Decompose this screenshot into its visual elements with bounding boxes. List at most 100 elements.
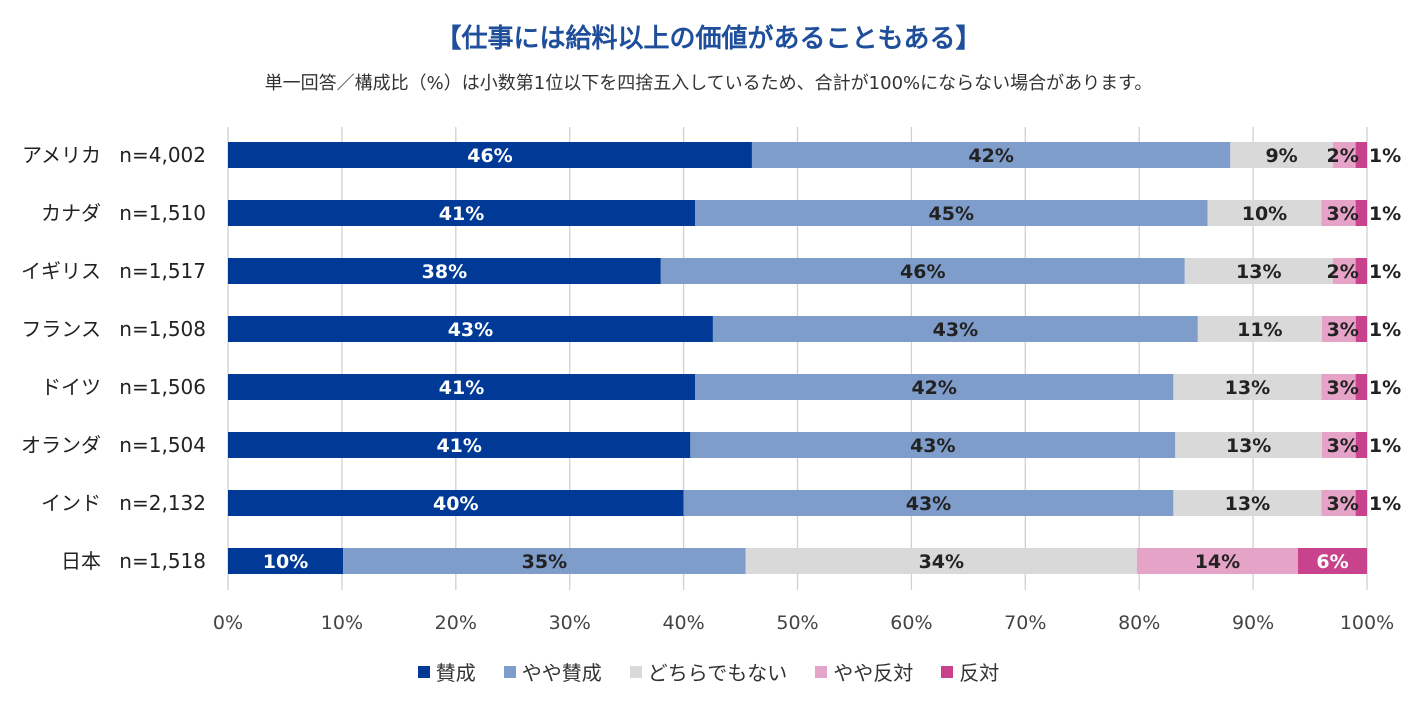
data-label: 11% xyxy=(1237,319,1282,341)
bar-segment xyxy=(690,432,1176,458)
data-label: 43% xyxy=(910,435,955,457)
x-tick-label: 60% xyxy=(890,612,932,634)
bar-segment xyxy=(1321,200,1356,226)
x-tick-label: 40% xyxy=(662,612,704,634)
data-label: 40% xyxy=(433,493,478,515)
sample-size-label: n=1,504 xyxy=(119,433,206,457)
data-label: 43% xyxy=(933,319,978,341)
data-label: 41% xyxy=(436,435,481,457)
bar-segment xyxy=(1230,142,1333,168)
bar-segment xyxy=(1173,490,1322,516)
legend-item: 反対 xyxy=(941,657,999,686)
data-label: 34% xyxy=(919,551,964,573)
bar-segment xyxy=(1175,432,1322,458)
bar-segment xyxy=(228,548,344,574)
bar-segment xyxy=(1355,316,1367,342)
bar-segment xyxy=(745,548,1137,574)
bar-segment xyxy=(343,548,746,574)
bar-segment xyxy=(1207,200,1322,226)
bar-segment xyxy=(694,200,1208,226)
bar-segment xyxy=(1332,258,1356,284)
x-tick-label: 100% xyxy=(1340,612,1394,634)
data-label: 13% xyxy=(1226,435,1271,457)
bar-segment xyxy=(1321,316,1356,342)
data-label: 9% xyxy=(1265,145,1297,167)
bar-segment xyxy=(712,316,1198,342)
data-label: 14% xyxy=(1195,551,1240,573)
legend-item: やや反対 xyxy=(815,657,913,686)
legend-item: どちらでもない xyxy=(629,657,787,686)
chart-title: 【仕事には給料以上の価値があることもある】 xyxy=(435,24,982,54)
sample-size-label: n=1,518 xyxy=(119,549,206,573)
data-label: 43% xyxy=(448,319,493,341)
legend-label: やや賛成 xyxy=(521,661,602,685)
legend-label: 反対 xyxy=(959,661,1000,685)
bar-segment xyxy=(228,142,752,168)
category-label: フランス xyxy=(21,317,101,341)
sample-size-label: n=1,508 xyxy=(119,317,206,341)
category-label: イギリス xyxy=(21,259,101,283)
x-tick-label: 30% xyxy=(549,612,591,634)
data-label: 42% xyxy=(968,145,1013,167)
data-label: 3% xyxy=(1326,377,1358,399)
bar-segment xyxy=(1321,374,1356,400)
bar-segment xyxy=(1355,142,1367,168)
data-label: 46% xyxy=(900,261,945,283)
data-label: 1% xyxy=(1369,435,1401,457)
x-tick-label: 10% xyxy=(321,612,363,634)
legend-item: やや賛成 xyxy=(503,657,602,686)
category-label: ドイツ xyxy=(41,375,101,399)
legend-label: やや反対 xyxy=(833,661,914,685)
bar-segment xyxy=(228,258,661,284)
bar-segment xyxy=(228,200,695,226)
data-label: 1% xyxy=(1369,319,1401,341)
category-label: インド xyxy=(41,491,101,515)
sample-size-label: n=4,002 xyxy=(119,143,206,167)
data-label: 13% xyxy=(1236,261,1281,283)
data-label: 2% xyxy=(1326,145,1358,167)
data-label: 3% xyxy=(1326,493,1358,515)
data-label: 1% xyxy=(1369,203,1401,225)
category-label: オランダ xyxy=(21,433,101,457)
sample-size-label: n=1,506 xyxy=(119,375,206,399)
data-label: 13% xyxy=(1225,377,1270,399)
bar-segment xyxy=(1355,374,1367,400)
legend-swatch xyxy=(815,665,828,678)
sample-size-label: n=2,132 xyxy=(119,491,206,515)
bar-segment xyxy=(1355,258,1367,284)
bar-segment xyxy=(1355,490,1367,516)
data-label: 45% xyxy=(929,203,974,225)
x-tick-label: 90% xyxy=(1232,612,1274,634)
data-label: 3% xyxy=(1327,435,1359,457)
x-tick-label: 0% xyxy=(213,612,243,634)
data-label: 1% xyxy=(1369,377,1401,399)
legend-swatch xyxy=(417,665,430,678)
category-label: カナダ xyxy=(41,201,101,225)
sample-size-label: n=1,517 xyxy=(119,259,206,283)
data-label: 42% xyxy=(911,377,956,399)
bar-segment xyxy=(660,258,1185,284)
data-label: 2% xyxy=(1326,261,1358,283)
data-label: 3% xyxy=(1326,203,1358,225)
category-label: アメリカ xyxy=(22,143,101,167)
bar-segment xyxy=(228,316,713,342)
bar-segment xyxy=(228,432,691,458)
data-label: 10% xyxy=(263,551,308,573)
data-label: 41% xyxy=(439,377,484,399)
legend-swatch xyxy=(941,665,954,678)
category-label: 日本 xyxy=(61,549,101,573)
data-label: 13% xyxy=(1225,493,1270,515)
bar-segment xyxy=(683,490,1174,516)
legend-label: 賛成 xyxy=(435,661,476,685)
data-label: 6% xyxy=(1316,551,1348,573)
data-label: 38% xyxy=(422,261,467,283)
bar-segment xyxy=(1136,548,1298,574)
bar-segment xyxy=(751,142,1231,168)
sample-size-label: n=1,510 xyxy=(119,201,206,225)
bar-segment xyxy=(1297,548,1367,574)
data-label: 1% xyxy=(1369,493,1401,515)
bar-segment xyxy=(1355,200,1367,226)
bar-segment xyxy=(1355,432,1367,458)
bar-segment xyxy=(1321,490,1356,516)
